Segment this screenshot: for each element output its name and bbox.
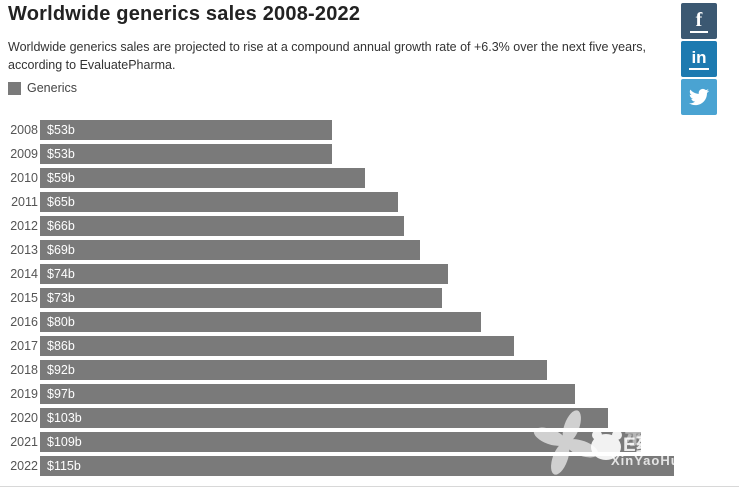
bar-track: $80b (40, 312, 674, 332)
bar-value-label: $66b (47, 219, 75, 233)
bar-value-label: $97b (47, 387, 75, 401)
bar[interactable]: $69b (40, 240, 421, 260)
year-label: 2015 (10, 291, 38, 305)
year-label: 2012 (10, 219, 38, 233)
bar-value-label: $80b (47, 315, 75, 329)
bar-track: $86b (40, 336, 674, 356)
bar[interactable]: $97b (40, 384, 575, 404)
bar[interactable]: $74b (40, 264, 448, 284)
legend-swatch (8, 81, 21, 95)
linkedin-icon: in (689, 49, 709, 70)
bar[interactable]: $59b (40, 168, 366, 188)
bar-value-label: $53b (47, 147, 75, 161)
bar-track: $97b (40, 384, 674, 404)
bar-value-label: $53b (47, 123, 75, 137)
chart-rows: 2008 $53b 2009 $53b 2010 $59b 2011 $65b (0, 118, 739, 478)
bar-value-label: $115b (47, 459, 81, 473)
bar[interactable]: $80b (40, 312, 482, 332)
year-label: 2020 (10, 411, 38, 425)
twitter-bird-icon (689, 87, 709, 107)
chart-row: 2011 $65b (0, 190, 739, 214)
chart-row: 2016 $80b (0, 310, 739, 334)
social-share-stack: f in (681, 3, 717, 117)
chart-row: 2010 $59b (0, 166, 739, 190)
chart-row: 2009 $53b (0, 142, 739, 166)
facebook-share-button[interactable]: f (681, 3, 717, 39)
bar-track: $109b (40, 432, 674, 452)
legend-label: Generics (27, 81, 78, 95)
linkedin-share-button[interactable]: in (681, 41, 717, 77)
bar[interactable]: $73b (40, 288, 443, 308)
facebook-icon: f (689, 10, 709, 33)
year-label: 2014 (10, 267, 38, 281)
chart-row: 2020 $103b (0, 406, 739, 430)
year-label: 2011 (11, 195, 38, 209)
legend-item-generics[interactable]: Generics (8, 81, 77, 95)
bar-track: $74b (40, 264, 674, 284)
bar-track: $53b (40, 144, 674, 164)
bar[interactable]: $66b (40, 216, 404, 236)
bar-value-label: $73b (47, 291, 75, 305)
chart-subtitle: Worldwide generics sales are projected t… (8, 40, 646, 72)
chart-row: 2017 $86b (0, 334, 739, 358)
twitter-share-button[interactable] (681, 79, 717, 115)
bar-value-label: $74b (47, 267, 75, 281)
bar[interactable]: $86b (40, 336, 515, 356)
year-label: 2021 (10, 435, 38, 449)
bar-value-label: $86b (47, 339, 75, 353)
bar[interactable]: $92b (40, 360, 548, 380)
bar-track: $115b (40, 456, 674, 476)
bar-track: $65b (40, 192, 674, 212)
bar-chart: 2008 $53b 2009 $53b 2010 $59b 2011 $65b (0, 118, 739, 478)
bar-track: $53b (40, 120, 674, 140)
bar[interactable]: $103b (40, 408, 608, 428)
bar-track: $103b (40, 408, 674, 428)
bar[interactable]: $115b (40, 456, 674, 476)
year-label: 2008 (10, 123, 38, 137)
chart-row: 2021 $109b (0, 430, 739, 454)
year-label: 2010 (10, 171, 38, 185)
chart-row: 2012 $66b (0, 214, 739, 238)
bar-track: $59b (40, 168, 674, 188)
bar-track: $69b (40, 240, 674, 260)
bar-value-label: $92b (47, 363, 75, 377)
chart-row: 2014 $74b (0, 262, 739, 286)
bar-track: $66b (40, 216, 674, 236)
year-label: 2022 (10, 459, 38, 473)
bar-value-label: $109b (47, 435, 82, 449)
chart-row: 2022 $115b (0, 454, 739, 478)
year-label: 2018 (10, 363, 38, 377)
bar[interactable]: $65b (40, 192, 399, 212)
bar[interactable]: $109b (40, 432, 641, 452)
chart-row: 2019 $97b (0, 382, 739, 406)
bar[interactable]: $53b (40, 144, 333, 164)
year-label: 2009 (10, 147, 38, 161)
year-label: 2019 (10, 387, 38, 401)
bar-value-label: $69b (47, 243, 75, 257)
bar-track: $73b (40, 288, 674, 308)
bar-value-label: $103b (47, 411, 82, 425)
year-label: 2013 (10, 243, 38, 257)
year-label: 2016 (10, 315, 38, 329)
year-label: 2017 (10, 339, 38, 353)
chart-row: 2015 $73b (0, 286, 739, 310)
chart-row: 2008 $53b (0, 118, 739, 142)
bar-value-label: $59b (47, 171, 75, 185)
page-title: Worldwide generics sales 2008-2022 (8, 3, 361, 25)
chart-row: 2013 $69b (0, 238, 739, 262)
bar-value-label: $65b (47, 195, 75, 209)
bar[interactable]: $53b (40, 120, 333, 140)
bar-track: $92b (40, 360, 674, 380)
chart-row: 2018 $92b (0, 358, 739, 382)
